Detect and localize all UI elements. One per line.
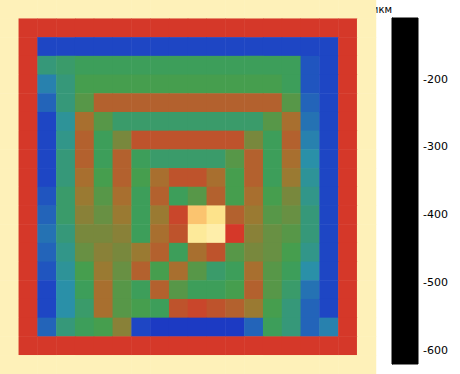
svg-text:-500: -500 <box>423 276 448 289</box>
svg-text:-200: -200 <box>423 73 448 86</box>
svg-text:-300: -300 <box>423 140 448 153</box>
svg-text:-600: -600 <box>423 344 448 357</box>
svg-text:мкм: мкм <box>370 3 392 15</box>
svg-text:-400: -400 <box>423 208 448 221</box>
